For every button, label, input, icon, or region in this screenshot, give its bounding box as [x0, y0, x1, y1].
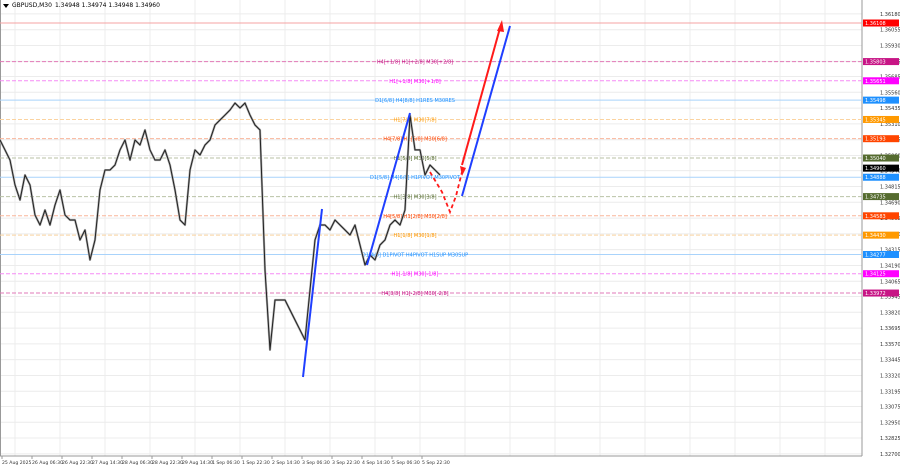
- y-tick-label: 1.35435: [880, 106, 900, 112]
- price-tag: [863, 173, 899, 181]
- y-tick-label: 1.33820: [880, 310, 900, 316]
- price-tag-label: 1.34583: [865, 214, 886, 220]
- price-tag-label: 1.34888: [865, 175, 886, 181]
- price-tag-label: 1.35040: [865, 156, 886, 162]
- price-tag-label: 1.34430: [865, 233, 886, 239]
- price-tag-label: 1.35345: [865, 117, 886, 123]
- forecast-dashed-path: [429, 171, 463, 215]
- level-label: H1[-1/8] M30[-1/8]: [392, 272, 439, 278]
- y-tick-label: 1.32950: [880, 420, 900, 426]
- forecast-arrow: [461, 27, 501, 166]
- x-tick-label: 5 Sep 06:30: [392, 460, 420, 466]
- level-label: H1[5/8] M30[5/8]: [393, 156, 436, 162]
- y-tick-label: 1.34190: [880, 263, 900, 269]
- level-label: H4[7/8] H1[6/8] M30[6/8]: [383, 137, 447, 143]
- arrow-head-icon: [497, 20, 504, 32]
- y-tick-label: 1.32700: [880, 452, 900, 458]
- triangle-down-icon[interactable]: [3, 3, 9, 8]
- y-tick-label: 1.33320: [880, 373, 900, 379]
- level-label: H1[+1/8] M30[+1/8]: [389, 79, 441, 85]
- price-tag-label: 1.35498: [865, 98, 886, 104]
- level-label: D1[6/8] H4[8/8] H1RES M30RES: [375, 98, 455, 104]
- level-label: H1[3/8] M30[3/8]: [393, 195, 436, 201]
- x-tick-label: 5 Sep 22:30: [422, 460, 450, 466]
- level-label: D1[4/8] D1PIVOT H4PIVOT H1SUP M30SUP: [362, 252, 468, 258]
- x-tick-label: 27 Aug 14:30: [92, 460, 123, 466]
- y-tick-label: 1.33075: [880, 404, 900, 410]
- price-tag-label: 1.33972: [865, 291, 886, 297]
- y-tick-label: 1.35930: [880, 44, 900, 50]
- x-tick-label: 25 Aug 2025: [2, 460, 32, 466]
- level-label: H4[5/8] H1[2/8] M30[2/8]: [383, 214, 447, 220]
- symbol-label: GBPUSD,M30: [12, 2, 52, 9]
- x-tick-label: 1 Sep 06:30: [212, 460, 240, 466]
- price-tag: [863, 96, 899, 104]
- price-tag-label: 1.34735: [865, 195, 886, 201]
- price-tag: [863, 270, 899, 278]
- y-tick-label: 1.32825: [880, 436, 900, 442]
- price-tag: [863, 154, 899, 162]
- x-tick-label: 29 Aug 14:30: [182, 460, 213, 466]
- y-tick-label: 1.34065: [880, 279, 900, 285]
- x-tick-label: 2 Sep 14:30: [272, 460, 300, 466]
- trend-line: [366, 112, 411, 266]
- arrow-head-icon: [460, 166, 466, 176]
- price-tag-label: 1.34960: [865, 166, 886, 172]
- level-label: H4[+1/8] H1[+2/8] M30[+2/8]: [377, 60, 453, 66]
- price-tag: [863, 77, 899, 85]
- y-tick-label: 1.34690: [880, 200, 900, 206]
- price-tag-label: 1.35651: [865, 79, 886, 85]
- price-tag: [863, 135, 899, 143]
- price-tag-label: 1.35803: [865, 60, 886, 66]
- price-tag-label: 1.36108: [865, 21, 886, 27]
- x-tick-label: 28 Aug 06:30: [122, 460, 153, 466]
- y-tick-label: 1.36180: [880, 12, 900, 18]
- price-tag: [863, 289, 899, 297]
- x-tick-label: 3 Sep 22:30: [332, 460, 360, 466]
- price-tag: [863, 164, 899, 172]
- price-tag: [863, 250, 899, 258]
- price-tag: [863, 19, 899, 27]
- y-tick-label: 1.35310: [880, 122, 900, 128]
- price-tag-label: 1.34125: [865, 272, 886, 278]
- y-tick-label: 1.36055: [880, 28, 900, 34]
- price-tag: [863, 193, 899, 201]
- y-tick-label: 1.33195: [880, 389, 900, 395]
- price-tag: [863, 58, 899, 66]
- ohlc-label: 1.34948 1.34974 1.34948 1.34960: [54, 2, 160, 9]
- chart-title: GBPUSD,M30 1.34948 1.34974 1.34948 1.349…: [3, 2, 160, 9]
- price-tag: [863, 212, 899, 220]
- y-tick-label: 1.34315: [880, 248, 900, 254]
- x-tick-label: 1 Sep 22:30: [242, 460, 270, 466]
- y-tick-label: 1.33445: [880, 358, 900, 364]
- trend-line: [461, 25, 511, 197]
- y-tick-label: 1.34815: [880, 184, 900, 190]
- price-line: [0, 102, 441, 351]
- x-tick-label: 28 Aug 22:30: [152, 460, 183, 466]
- y-tick-label: 1.33695: [880, 326, 900, 332]
- level-label: D1[5/8] H4[6/8] H1PIVOT M30PIVOT: [370, 175, 461, 181]
- x-tick-label: 26 Aug 22:30: [62, 460, 93, 466]
- trend-line: [302, 208, 323, 378]
- price-tag-label: 1.35193: [865, 137, 886, 143]
- level-label: H1[1/8] M30[1/8]: [393, 233, 436, 239]
- x-tick-label: 3 Sep 06:30: [302, 460, 330, 466]
- y-tick-label: 1.33945: [880, 294, 900, 300]
- y-tick-label: 1.34940: [880, 169, 900, 175]
- x-tick-label: 4 Sep 14:30: [362, 460, 390, 466]
- price-tag-label: 1.34277: [865, 252, 886, 258]
- level-label: H4[3/8] H1[-2/8] M30[-2/8]: [381, 291, 448, 297]
- y-tick-label: 1.35560: [880, 90, 900, 96]
- price-tag: [863, 231, 899, 239]
- price-tag: [863, 115, 899, 123]
- y-tick-label: 1.33570: [880, 342, 900, 348]
- level-label: H1[7/8] M30[7/8]: [393, 117, 436, 123]
- x-tick-label: 26 Aug 06:30: [32, 460, 63, 466]
